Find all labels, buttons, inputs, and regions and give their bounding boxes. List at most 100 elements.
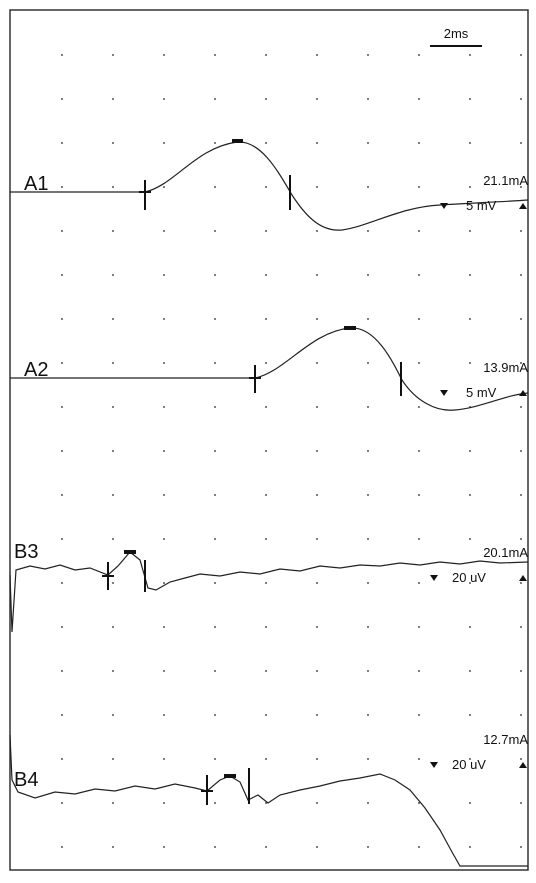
grid-dot bbox=[112, 274, 114, 276]
grid-dot bbox=[214, 582, 216, 584]
down-arrow bbox=[440, 203, 448, 209]
grid-dot bbox=[265, 582, 267, 584]
grid-dot bbox=[163, 318, 165, 320]
grid-dot bbox=[367, 450, 369, 452]
grid-dot bbox=[163, 538, 165, 540]
grid-dot bbox=[61, 450, 63, 452]
grid-dot bbox=[61, 846, 63, 848]
grid-dot bbox=[214, 230, 216, 232]
grid-dot bbox=[265, 494, 267, 496]
grid-dot bbox=[520, 758, 522, 760]
grid-dot bbox=[469, 802, 471, 804]
grid-dot bbox=[469, 494, 471, 496]
grid-dot bbox=[112, 98, 114, 100]
grid-dot bbox=[316, 714, 318, 716]
grid-dot bbox=[265, 538, 267, 540]
grid-dot bbox=[214, 846, 216, 848]
grid-dot bbox=[316, 362, 318, 364]
grid-dot bbox=[265, 142, 267, 144]
grid-dot bbox=[214, 98, 216, 100]
grid-dot bbox=[418, 846, 420, 848]
grid-dot bbox=[367, 538, 369, 540]
grid-dot bbox=[418, 714, 420, 716]
grid-dot bbox=[469, 362, 471, 364]
grid-dot bbox=[163, 494, 165, 496]
grid-dot bbox=[112, 450, 114, 452]
down-arrow bbox=[430, 575, 438, 581]
grid-dot bbox=[61, 406, 63, 408]
grid-dot bbox=[367, 142, 369, 144]
grid-dot bbox=[520, 626, 522, 628]
stimulus: 13.9mA bbox=[483, 360, 528, 375]
grid-dot bbox=[520, 846, 522, 848]
grid-dot bbox=[163, 142, 165, 144]
grid-dot bbox=[61, 186, 63, 188]
grid-dot bbox=[61, 802, 63, 804]
grid-dot bbox=[163, 362, 165, 364]
grid-dot bbox=[112, 406, 114, 408]
grid-dot bbox=[520, 802, 522, 804]
grid-dot bbox=[265, 670, 267, 672]
up-arrow bbox=[519, 390, 527, 396]
grid-dot bbox=[520, 186, 522, 188]
grid-dot bbox=[367, 670, 369, 672]
grid-dot bbox=[418, 802, 420, 804]
grid-dot bbox=[214, 318, 216, 320]
grid-dot bbox=[214, 802, 216, 804]
grid-dot bbox=[520, 274, 522, 276]
grid-dot bbox=[469, 758, 471, 760]
grid-dot bbox=[520, 538, 522, 540]
grid-dot bbox=[163, 670, 165, 672]
grid-dot bbox=[112, 230, 114, 232]
grid-dot bbox=[367, 54, 369, 56]
grid-dot bbox=[520, 714, 522, 716]
trace-label: B4 bbox=[14, 769, 38, 791]
grid-dot bbox=[520, 362, 522, 364]
grid-dot bbox=[520, 450, 522, 452]
grid-dot bbox=[214, 758, 216, 760]
grid-dot bbox=[265, 362, 267, 364]
up-arrow bbox=[519, 575, 527, 581]
grid-dot bbox=[214, 142, 216, 144]
grid-dot bbox=[367, 846, 369, 848]
grid-dot bbox=[61, 362, 63, 364]
grid-dot bbox=[112, 494, 114, 496]
grid-dot bbox=[61, 98, 63, 100]
grid-dot bbox=[520, 494, 522, 496]
grid-dot bbox=[469, 318, 471, 320]
grid-dot bbox=[214, 54, 216, 56]
sensitivity: 5 mV bbox=[466, 385, 497, 400]
grid-dot bbox=[469, 714, 471, 716]
grid-dot bbox=[469, 54, 471, 56]
grid-dot bbox=[163, 406, 165, 408]
grid-dot bbox=[367, 98, 369, 100]
grid-dot bbox=[163, 186, 165, 188]
grid-dot bbox=[112, 846, 114, 848]
down-arrow bbox=[430, 762, 438, 768]
grid-dot bbox=[367, 406, 369, 408]
grid-dot bbox=[214, 274, 216, 276]
grid-dot bbox=[367, 230, 369, 232]
stimulus: 20.1mA bbox=[483, 545, 528, 560]
grid-dot bbox=[469, 582, 471, 584]
grid-dot bbox=[367, 186, 369, 188]
grid-dot bbox=[265, 758, 267, 760]
grid-dot bbox=[265, 274, 267, 276]
grid-dot bbox=[316, 582, 318, 584]
grid-dot bbox=[469, 626, 471, 628]
grid-dot bbox=[112, 802, 114, 804]
grid-dot bbox=[316, 802, 318, 804]
grid-dot bbox=[112, 758, 114, 760]
grid-dot bbox=[520, 670, 522, 672]
sensitivity: 5 mV bbox=[466, 198, 497, 213]
grid-dot bbox=[61, 582, 63, 584]
grid-dot bbox=[316, 274, 318, 276]
grid-dot bbox=[469, 142, 471, 144]
grid-dot bbox=[112, 538, 114, 540]
grid-dot bbox=[265, 450, 267, 452]
grid-dot bbox=[418, 98, 420, 100]
grid-dot bbox=[163, 758, 165, 760]
grid-dot bbox=[214, 362, 216, 364]
grid-dot bbox=[265, 318, 267, 320]
